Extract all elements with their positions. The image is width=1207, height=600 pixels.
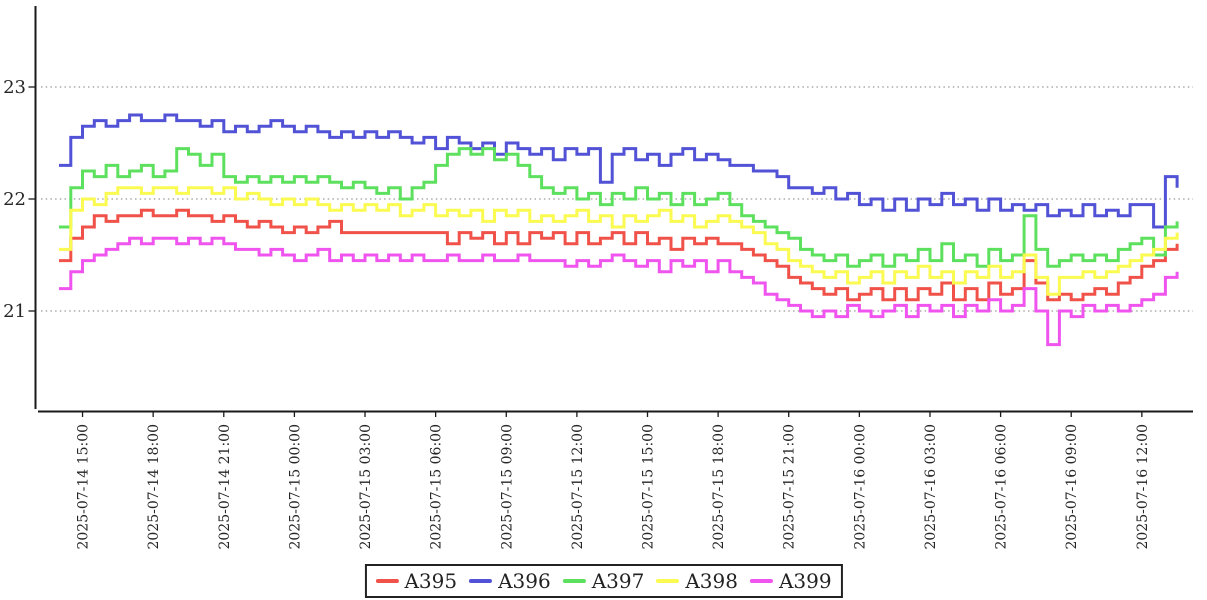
legend-item-A399: A399 [749, 569, 832, 593]
x-tick-label: 2025-07-15 06:00 [429, 424, 445, 550]
x-tick-label: 2025-07-16 03:00 [923, 424, 939, 550]
legend-swatch-A397 [562, 579, 586, 583]
series-line-A395 [59, 208, 1179, 302]
x-tick-label: 2025-07-15 18:00 [711, 424, 727, 550]
x-tick-label: 2025-07-14 15:00 [76, 424, 92, 550]
x-tick-label: 2025-07-16 09:00 [1064, 424, 1080, 550]
legend-item-A398: A398 [656, 569, 738, 593]
legend-item-A396: A396 [469, 569, 551, 593]
x-tick-label: 2025-07-15 00:00 [287, 424, 303, 550]
series-line-A398 [59, 186, 1179, 296]
legend-item-A397: A397 [562, 569, 645, 593]
x-tick-label: 2025-07-15 09:00 [499, 424, 515, 550]
legend-swatch-A398 [656, 579, 680, 583]
x-tick-label: 2025-07-15 03:00 [358, 424, 374, 550]
legend-label: A398 [685, 569, 738, 593]
y-tick-label: 23 [3, 77, 26, 98]
legend-swatch-A395 [375, 579, 399, 583]
series-line-A396 [59, 113, 1179, 229]
legend-label: A399 [778, 569, 832, 593]
legend-swatch-A399 [749, 579, 773, 583]
x-tick-label: 2025-07-15 15:00 [641, 424, 657, 550]
legend-swatch-A396 [469, 579, 493, 583]
legend-label: A395 [404, 569, 458, 593]
y-tick-label: 21 [3, 301, 26, 322]
x-tick-label: 2025-07-15 21:00 [782, 424, 798, 550]
x-tick-label: 2025-07-16 12:00 [1135, 424, 1151, 550]
x-tick-label: 2025-07-14 21:00 [217, 424, 233, 550]
x-tick-label: 2025-07-16 06:00 [994, 424, 1010, 550]
legend-label: A396 [498, 569, 551, 593]
legend: A395 A396 A397 A398 A399 [364, 564, 843, 598]
legend-label: A397 [591, 569, 645, 593]
x-tick-label: 2025-07-16 00:00 [852, 424, 868, 550]
y-tick-label: 22 [3, 189, 26, 210]
series-line-A397 [59, 147, 1179, 268]
x-tick-label: 2025-07-15 12:00 [570, 424, 586, 550]
legend-item-A395: A395 [375, 569, 457, 593]
x-tick-label: 2025-07-14 18:00 [146, 424, 162, 550]
series-line-A399 [59, 236, 1179, 347]
